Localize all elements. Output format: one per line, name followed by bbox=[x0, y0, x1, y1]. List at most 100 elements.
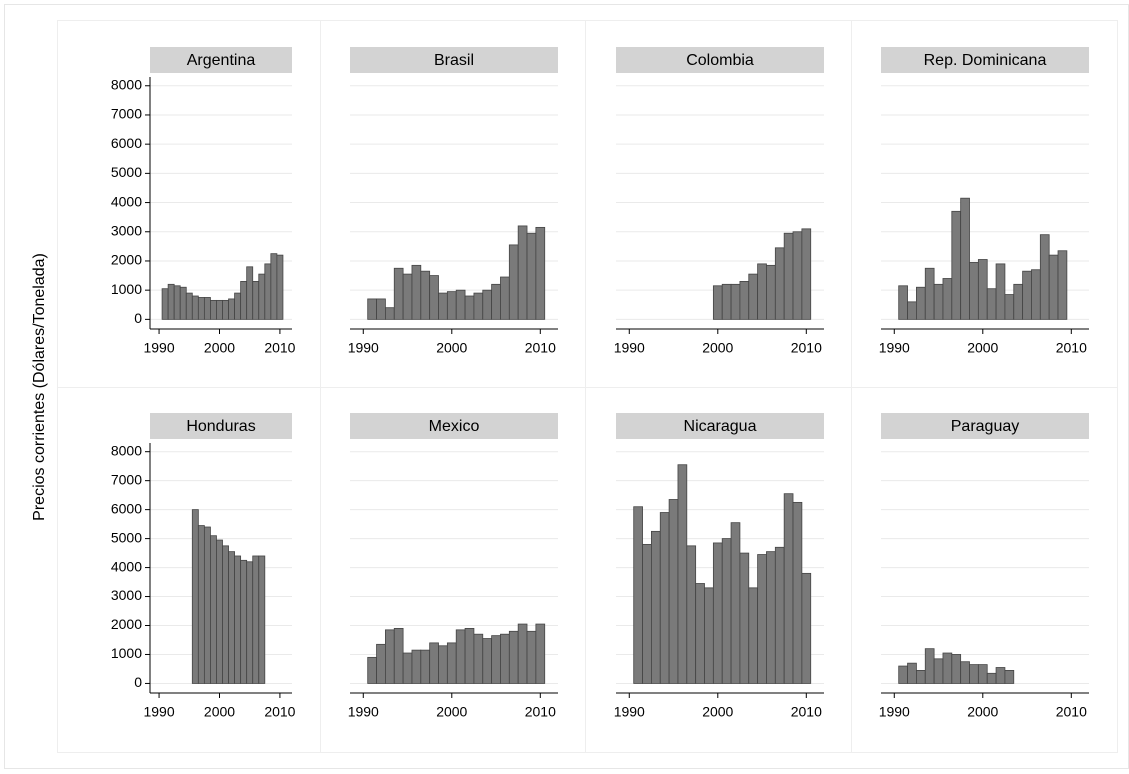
x-tick-label: 1990 bbox=[614, 704, 645, 720]
bar bbox=[933, 283, 944, 320]
x-tick-label: 1990 bbox=[348, 704, 379, 720]
bar bbox=[464, 627, 475, 684]
y-tick-label: 2000 bbox=[111, 252, 142, 268]
bar bbox=[517, 225, 528, 320]
bar bbox=[535, 623, 546, 684]
bar bbox=[385, 307, 395, 320]
panel-title: Argentina bbox=[187, 52, 256, 69]
bar bbox=[167, 283, 175, 320]
bar bbox=[721, 283, 732, 320]
bar bbox=[197, 297, 205, 320]
bar bbox=[228, 551, 235, 684]
bar bbox=[276, 254, 284, 320]
bar bbox=[508, 244, 519, 320]
x-tick-label: 1990 bbox=[879, 704, 910, 720]
bar bbox=[473, 633, 484, 684]
bar bbox=[651, 530, 661, 684]
bar bbox=[258, 273, 266, 320]
bar bbox=[482, 638, 493, 684]
bar bbox=[264, 263, 272, 320]
bar bbox=[783, 493, 794, 684]
bar bbox=[438, 292, 448, 320]
bar bbox=[659, 512, 670, 684]
bar bbox=[455, 629, 466, 684]
y-tick-label: 4000 bbox=[111, 558, 142, 574]
bar bbox=[191, 509, 199, 684]
bar bbox=[1013, 283, 1024, 320]
bar bbox=[995, 263, 1006, 320]
bar bbox=[1031, 269, 1041, 320]
bar bbox=[402, 273, 413, 320]
panel-title: Colombia bbox=[686, 52, 754, 69]
bar bbox=[942, 278, 953, 320]
panel-header bbox=[881, 47, 1089, 73]
bar bbox=[216, 539, 223, 684]
bar bbox=[907, 662, 917, 684]
y-tick-label: 1000 bbox=[111, 645, 142, 661]
bar bbox=[924, 267, 935, 320]
bar bbox=[185, 292, 193, 320]
bar bbox=[898, 665, 908, 684]
bar bbox=[801, 228, 812, 320]
bar bbox=[252, 281, 260, 320]
bar bbox=[774, 546, 785, 684]
bar bbox=[402, 652, 413, 684]
panel-title: Nicaragua bbox=[684, 418, 757, 435]
panel-title: Honduras bbox=[186, 418, 255, 435]
bar bbox=[686, 545, 697, 684]
y-tick-label: 8000 bbox=[111, 442, 142, 458]
bar bbox=[393, 267, 404, 320]
bar bbox=[757, 554, 767, 684]
bar bbox=[526, 232, 537, 320]
bar bbox=[677, 464, 688, 684]
panel-header bbox=[350, 413, 558, 439]
bar bbox=[916, 286, 926, 320]
bar bbox=[695, 583, 705, 684]
bar bbox=[748, 273, 759, 320]
bar bbox=[766, 264, 776, 320]
bar bbox=[420, 649, 431, 684]
panel-header bbox=[150, 47, 292, 73]
bar bbox=[898, 285, 908, 320]
x-tick-label: 2010 bbox=[1056, 704, 1087, 720]
bar bbox=[500, 276, 510, 320]
bar bbox=[473, 292, 484, 320]
bar bbox=[951, 210, 962, 320]
bar bbox=[792, 231, 803, 320]
bar bbox=[222, 299, 229, 320]
bar bbox=[482, 289, 493, 320]
panel-header bbox=[350, 47, 558, 73]
y-tick-label: 4000 bbox=[111, 193, 142, 209]
panel-title: Paraguay bbox=[951, 418, 1020, 435]
bar bbox=[1004, 294, 1015, 320]
bar bbox=[429, 275, 439, 320]
bar bbox=[783, 232, 794, 320]
bar bbox=[969, 262, 979, 320]
bar bbox=[986, 288, 997, 320]
bar bbox=[228, 298, 235, 320]
bar bbox=[455, 289, 466, 320]
bar bbox=[216, 299, 223, 320]
y-tick-label: 5000 bbox=[111, 164, 142, 180]
x-tick-label: 2000 bbox=[436, 340, 467, 356]
x-tick-label: 2010 bbox=[525, 704, 556, 720]
bar bbox=[969, 664, 979, 684]
y-tick-label: 8000 bbox=[111, 76, 142, 92]
bar bbox=[464, 295, 475, 320]
bar bbox=[210, 299, 217, 320]
bar bbox=[376, 298, 386, 320]
y-tick-label: 3000 bbox=[111, 222, 142, 238]
bar bbox=[197, 525, 205, 684]
bar bbox=[977, 664, 988, 684]
bar bbox=[191, 295, 199, 320]
x-tick-label: 2000 bbox=[436, 704, 467, 720]
bar bbox=[757, 263, 767, 320]
bar bbox=[1022, 270, 1032, 320]
bar bbox=[438, 645, 448, 684]
bar bbox=[161, 288, 169, 320]
bar bbox=[739, 552, 750, 684]
panel-title: Mexico bbox=[429, 418, 480, 435]
y-tick-label: 2000 bbox=[111, 616, 142, 632]
bar bbox=[721, 538, 732, 684]
